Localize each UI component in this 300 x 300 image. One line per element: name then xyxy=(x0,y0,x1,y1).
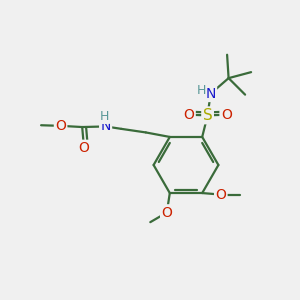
Text: H: H xyxy=(100,110,109,123)
Text: O: O xyxy=(79,141,89,155)
Text: O: O xyxy=(55,119,66,133)
Text: O: O xyxy=(184,108,194,122)
Text: N: N xyxy=(206,87,216,101)
Text: O: O xyxy=(221,108,232,122)
Text: O: O xyxy=(215,188,226,202)
Text: H: H xyxy=(196,84,206,97)
Text: S: S xyxy=(203,108,212,123)
Text: N: N xyxy=(100,119,111,134)
Text: O: O xyxy=(161,206,172,220)
